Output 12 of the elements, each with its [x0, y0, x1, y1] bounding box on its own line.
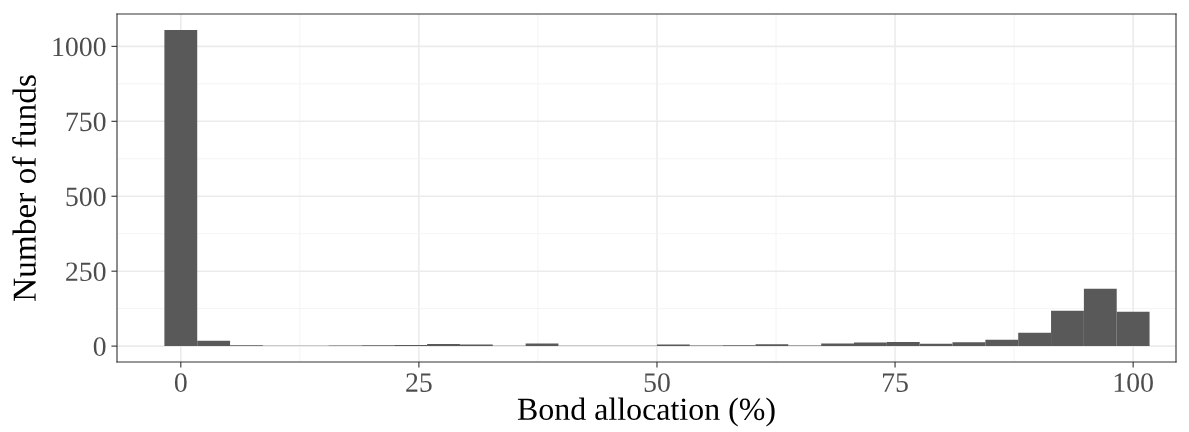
y-tick-label: 1000: [53, 37, 106, 57]
y-axis-title: Number of funds: [12, 75, 36, 301]
x-tick-label: 75: [883, 373, 908, 392]
y-tick-label: 250: [66, 262, 106, 282]
x-tick-label: 0: [174, 373, 187, 392]
y-tick-label: 0: [93, 337, 106, 357]
y-tick-label: 500: [66, 187, 106, 207]
x-tick-label: 100: [1114, 373, 1153, 392]
y-tick-label: 750: [66, 112, 106, 132]
x-tick-label: 50: [644, 373, 670, 392]
x-tick-label: 25: [406, 373, 432, 392]
x-axis-title: Bond allocation (%): [517, 397, 775, 427]
